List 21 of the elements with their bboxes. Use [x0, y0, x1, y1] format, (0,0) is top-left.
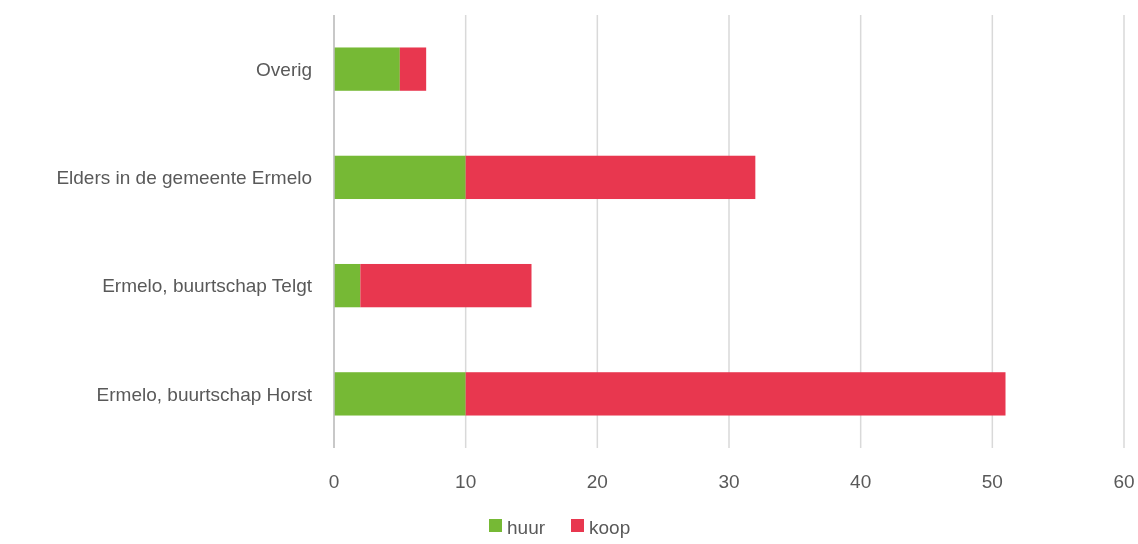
bar — [465, 155, 756, 200]
bar — [334, 47, 400, 91]
x-tick-label: 60 — [1113, 471, 1135, 492]
x-tick-label: 10 — [455, 471, 477, 492]
y-tick-label: Elders in de gemeente Ermelo — [56, 167, 312, 189]
bar — [360, 263, 532, 308]
y-tick-label: Overig — [256, 58, 312, 80]
y-tick-label: Ermelo, buurtschap Horst — [96, 383, 313, 405]
x-tick-label: 40 — [850, 471, 872, 492]
x-tick-label: 30 — [718, 471, 740, 492]
bar — [334, 372, 466, 416]
x-tick-label: 50 — [981, 471, 1003, 492]
bar — [399, 47, 427, 91]
bar — [465, 372, 1006, 416]
y-tick-label: Ermelo, buurtschap Telgt — [102, 275, 313, 297]
x-tick-label: 0 — [328, 471, 340, 492]
legend-label: koop — [589, 516, 631, 538]
bar — [334, 263, 361, 308]
bar — [334, 155, 466, 200]
x-tick-label: 20 — [586, 471, 608, 492]
legend-label: huur — [507, 516, 546, 538]
